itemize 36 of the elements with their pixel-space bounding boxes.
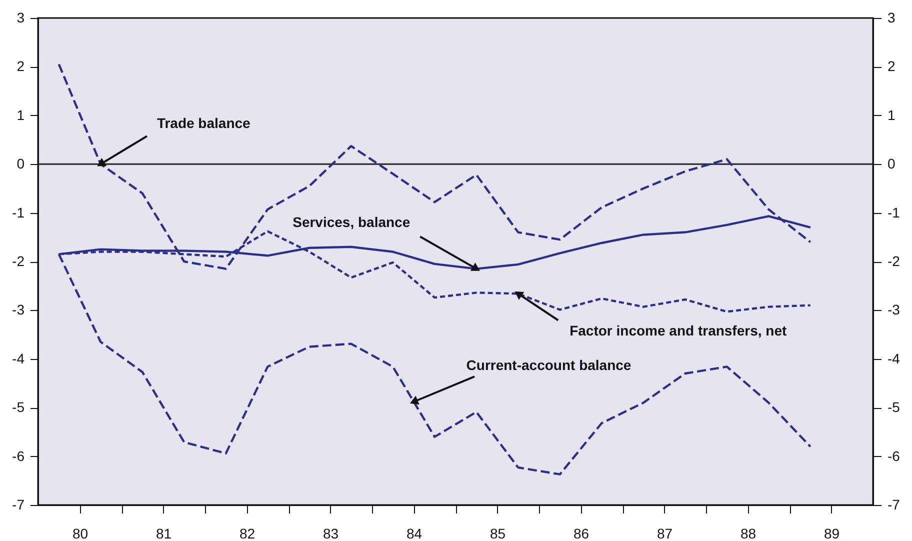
y-tick-label: -6 <box>12 448 25 464</box>
x-tick-label: 81 <box>156 526 172 541</box>
y2-tick-label: -5 <box>888 399 900 416</box>
y-tick-label: -4 <box>12 350 25 366</box>
y2-tick-label: 3 <box>888 10 896 26</box>
y-tick-label: 2 <box>16 58 25 74</box>
y2-tick-label: 2 <box>888 58 896 74</box>
y-tick-label: -7 <box>12 496 25 512</box>
y2-tick-label: -2 <box>888 253 900 269</box>
x-tick-label: 86 <box>573 526 590 541</box>
y-tick-label: 3 <box>16 10 25 26</box>
y2-tick-label: -7 <box>888 496 900 512</box>
y-tick-label: -1 <box>12 204 25 220</box>
x-tick-label: 87 <box>656 526 673 541</box>
y2-tick-label: -6 <box>888 448 900 464</box>
x-tick-label: 83 <box>322 526 339 541</box>
y2-tick-label: 0 <box>888 156 896 172</box>
y2-tick-label: -1 <box>888 204 900 220</box>
x-tick-label: 84 <box>406 526 422 541</box>
x-tick-label: 85 <box>490 526 506 541</box>
series-label: Factor income and transfers, net <box>570 322 787 339</box>
series-label: Services, balance <box>292 214 410 230</box>
y-tick-label: -2 <box>12 253 25 269</box>
y-tick-label: -5 <box>12 399 25 416</box>
y-tick-label: -3 <box>12 302 25 318</box>
y2-tick-label: -4 <box>888 350 900 366</box>
x-tick-label: 89 <box>824 526 840 541</box>
y2-tick-label: -3 <box>888 302 900 318</box>
x-tick-label: 80 <box>72 526 88 541</box>
y-tick-label: 1 <box>16 106 25 123</box>
x-tick-label: 82 <box>239 526 256 541</box>
x-tick-label: 88 <box>740 526 756 541</box>
text: Trade balance <box>156 115 251 132</box>
y2-tick-label: 1 <box>888 106 896 123</box>
y-tick-label: 0 <box>16 156 25 172</box>
text: Current-account balance <box>466 356 632 373</box>
